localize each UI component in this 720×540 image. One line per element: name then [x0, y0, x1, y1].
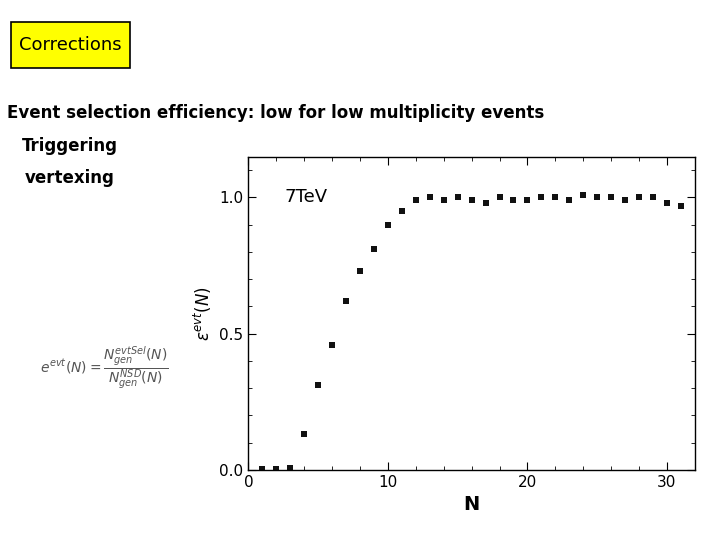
Text: 7TeV: 7TeV: [284, 188, 327, 206]
Text: Event selection efficiency: low for low multiplicity events: Event selection efficiency: low for low …: [7, 104, 544, 123]
Text: Corrections: Corrections: [19, 36, 122, 53]
Text: Triggering: Triggering: [22, 137, 117, 155]
FancyBboxPatch shape: [11, 22, 130, 68]
Text: $e^{evt}(N) = \dfrac{N_{gen}^{evtSel}(N)}{N_{gen}^{NSD}(N)}$: $e^{evt}(N) = \dfrac{N_{gen}^{evtSel}(N)…: [40, 344, 168, 390]
Y-axis label: $\varepsilon^{evt}(N)$: $\varepsilon^{evt}(N)$: [192, 286, 214, 341]
Text: vertexing: vertexing: [25, 169, 115, 187]
X-axis label: N: N: [464, 495, 480, 514]
